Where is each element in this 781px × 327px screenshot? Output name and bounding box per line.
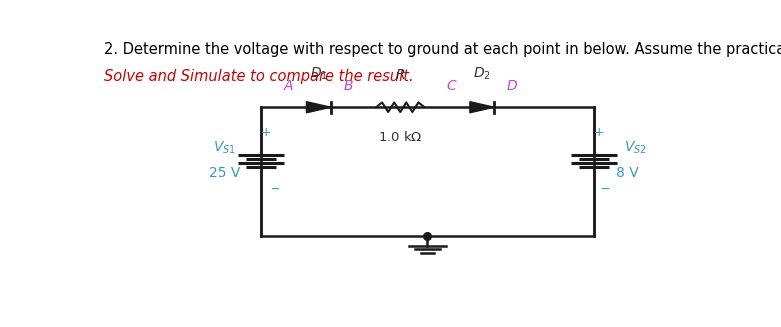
Text: $V_{S2}$: $V_{S2}$ bbox=[624, 139, 647, 156]
Text: B: B bbox=[344, 79, 354, 94]
Text: Solve and Simulate to compare the result.: Solve and Simulate to compare the result… bbox=[104, 69, 413, 84]
Text: 8 V: 8 V bbox=[616, 166, 639, 180]
Text: 25 V: 25 V bbox=[209, 166, 241, 180]
Text: +: + bbox=[261, 126, 271, 139]
Polygon shape bbox=[470, 102, 494, 113]
Text: C: C bbox=[447, 79, 457, 94]
Text: +: + bbox=[594, 126, 604, 139]
Text: 2. Determine the voltage with respect to ground at each point in below. Assume t: 2. Determine the voltage with respect to… bbox=[104, 42, 781, 57]
Polygon shape bbox=[306, 102, 330, 113]
Text: 1.0 k$\Omega$: 1.0 k$\Omega$ bbox=[378, 130, 423, 144]
Text: $D_1$: $D_1$ bbox=[309, 66, 327, 82]
Text: A: A bbox=[284, 79, 293, 94]
Text: _: _ bbox=[601, 176, 608, 190]
Text: $D_2$: $D_2$ bbox=[473, 66, 491, 82]
Text: D: D bbox=[507, 79, 518, 94]
Text: $V_{S1}$: $V_{S1}$ bbox=[213, 139, 236, 156]
Text: _: _ bbox=[271, 176, 278, 190]
Text: R: R bbox=[395, 68, 405, 82]
